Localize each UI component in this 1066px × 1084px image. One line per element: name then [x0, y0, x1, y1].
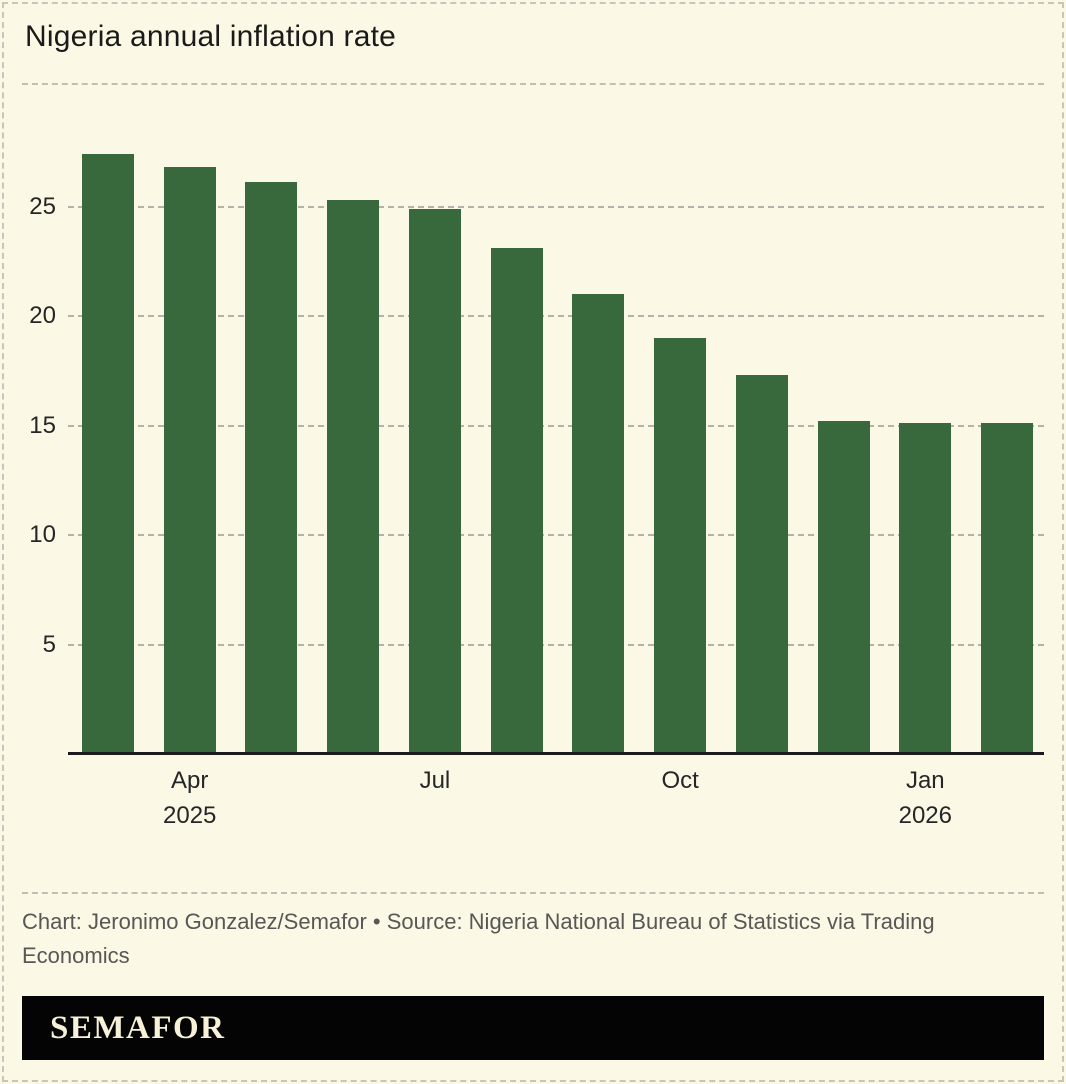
title-separator [22, 83, 1044, 85]
x-tick-year-2026: 2026 [898, 802, 952, 829]
x-tick-label-apr: Apr [171, 767, 209, 794]
semafor-logo: SEMAFOR [50, 1009, 226, 1046]
x-tick-label-oct: Oct [661, 767, 699, 794]
bar-jul-2025 [408, 208, 461, 754]
bar-jun-2025 [327, 199, 380, 754]
gridline-5 [68, 643, 1044, 646]
bar-nov-2025 [735, 375, 788, 754]
x-tick-label-jan: Jan [905, 767, 945, 794]
x-axis-line [68, 752, 1044, 755]
gridline-10 [68, 534, 1044, 536]
bar-jan-2026 [899, 423, 952, 754]
chart-title: Nigeria annual inflation rate [25, 20, 397, 53]
y-tick-label-5: 5 [42, 630, 56, 658]
bar-mar-2025 [82, 153, 134, 754]
bar-dec-2025 [817, 421, 870, 754]
bar-may-2025 [245, 182, 298, 754]
chart-credit: Chart: Jeronimo Gonzalez/Semafor • Sourc… [22, 909, 935, 968]
y-tick-label-25: 25 [29, 192, 56, 220]
footer-separator [22, 892, 1044, 894]
bar-sep-2025 [572, 294, 625, 754]
y-tick-label-10: 10 [29, 521, 56, 548]
gridline-15 [68, 424, 1044, 427]
gridline-20 [68, 315, 1044, 317]
bar-apr-2025 [163, 167, 216, 754]
x-tick-year-2025: 2025 [163, 802, 217, 829]
brand-bar: SEMAFOR [22, 996, 1044, 1060]
gridline-25 [68, 205, 1044, 208]
y-tick-label-20: 20 [29, 302, 56, 329]
bar-aug-2025 [490, 248, 543, 754]
x-tick-label-jul: Jul [419, 767, 451, 794]
bar-feb-2026 [981, 423, 1034, 754]
bar-oct-2025 [654, 337, 707, 754]
y-tick-label-15: 15 [29, 411, 56, 439]
